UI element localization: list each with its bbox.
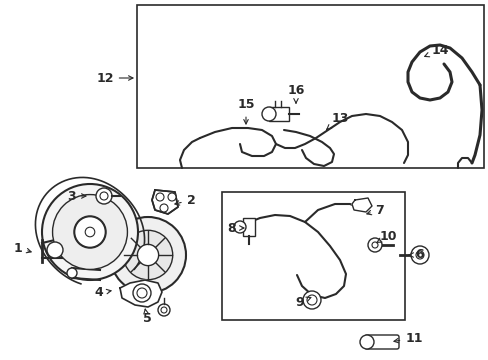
Circle shape	[96, 188, 112, 204]
Bar	[243, 218, 254, 236]
Circle shape	[158, 304, 170, 316]
Circle shape	[234, 221, 245, 233]
Text: 10: 10	[376, 230, 396, 243]
Text: 6: 6	[408, 248, 424, 261]
Circle shape	[306, 295, 316, 305]
Circle shape	[160, 204, 168, 212]
Text: 5: 5	[142, 309, 151, 325]
Circle shape	[367, 238, 381, 252]
Circle shape	[137, 244, 158, 266]
Text: 14: 14	[424, 44, 448, 57]
Text: 12: 12	[96, 72, 133, 85]
Circle shape	[371, 242, 377, 248]
Circle shape	[42, 184, 138, 280]
Circle shape	[303, 291, 320, 309]
Circle shape	[359, 335, 373, 349]
Circle shape	[137, 288, 147, 298]
Circle shape	[123, 230, 172, 280]
Text: 13: 13	[326, 112, 348, 129]
Polygon shape	[120, 280, 162, 307]
Circle shape	[110, 217, 185, 293]
Circle shape	[85, 227, 95, 237]
Circle shape	[410, 246, 428, 264]
Circle shape	[75, 217, 105, 247]
Bar	[268, 107, 288, 121]
Text: 9: 9	[295, 296, 310, 309]
Polygon shape	[152, 190, 178, 214]
Circle shape	[262, 107, 275, 121]
Circle shape	[161, 307, 167, 313]
Circle shape	[156, 193, 163, 201]
Text: 2: 2	[175, 194, 195, 207]
Text: 8: 8	[227, 221, 244, 234]
Circle shape	[415, 251, 423, 259]
Text: 16: 16	[287, 84, 304, 103]
FancyBboxPatch shape	[364, 335, 398, 349]
Bar	[222, 192, 404, 320]
Circle shape	[67, 268, 77, 278]
Text: 15: 15	[237, 99, 254, 124]
Circle shape	[133, 284, 151, 302]
Circle shape	[47, 242, 63, 258]
Bar	[137, 5, 483, 168]
Circle shape	[168, 193, 176, 201]
Text: 7: 7	[366, 203, 384, 216]
Text: 11: 11	[393, 332, 422, 345]
Circle shape	[100, 192, 108, 200]
Text: 4: 4	[95, 287, 111, 300]
Polygon shape	[351, 198, 371, 212]
Circle shape	[52, 194, 127, 269]
Text: 1: 1	[14, 242, 31, 255]
Text: 3: 3	[67, 189, 86, 202]
